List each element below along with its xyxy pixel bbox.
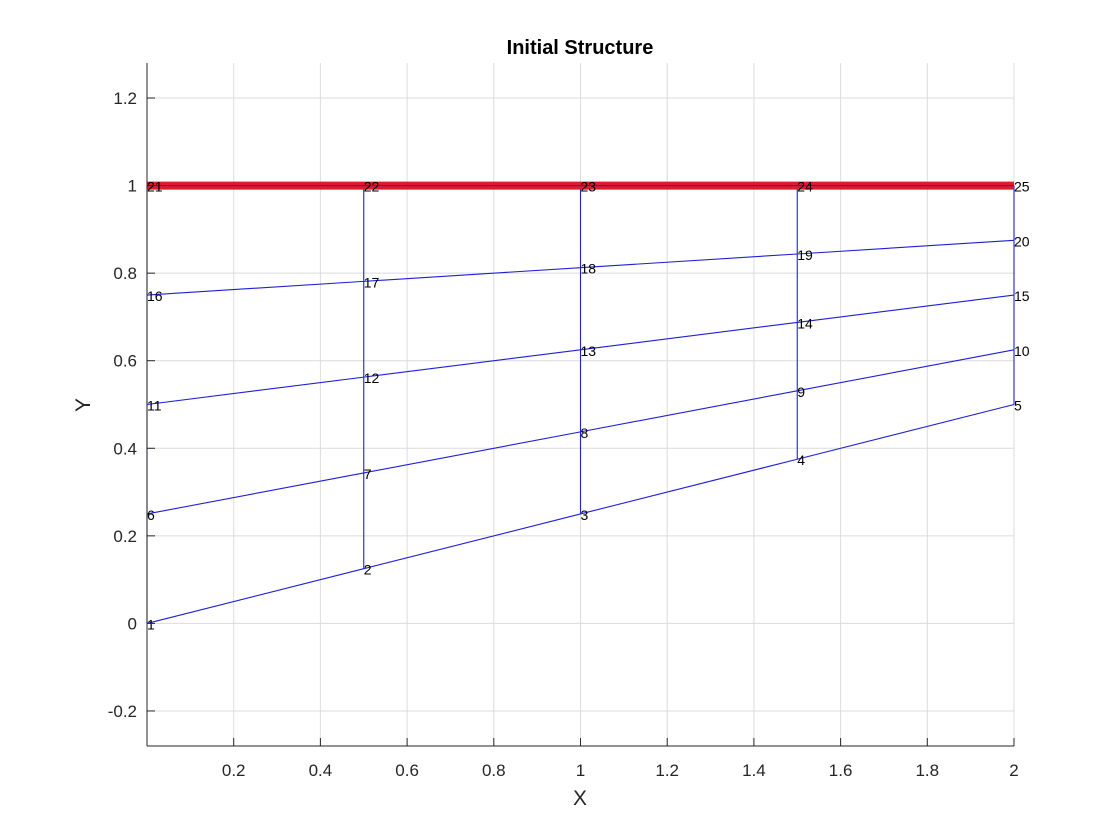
node-label: 25 [1014,179,1030,195]
node-label: 18 [581,261,597,277]
horizontal-element [146,280,364,296]
horizontal-element [580,458,798,515]
node-label: 9 [797,384,805,400]
x-tick-label: 1.6 [829,761,853,780]
node-label: 19 [797,247,813,263]
x-axis-label: X [573,787,587,810]
node-label: 17 [364,274,380,290]
x-tick-label: 1.4 [742,761,766,780]
node-label: 1 [147,616,155,632]
horizontal-element [797,239,1015,255]
y-tick-label: 0.8 [113,264,137,283]
chart-title: Initial Structure [507,37,654,59]
x-tick-label: 1.8 [915,761,939,780]
node-label: 13 [581,343,597,359]
node-label: 16 [147,288,163,304]
x-tick-label: 0.4 [309,761,333,780]
node-label: 4 [797,452,805,468]
horizontal-element [363,349,581,378]
horizontal-element [146,376,364,406]
x-tick-label: 0.6 [395,761,419,780]
x-tick-label: 1 [576,761,585,780]
horizontal-element [363,431,581,474]
axes [146,63,1015,747]
tick-labels: 0.2 0.4 0.6 0.8 1 1.2 1.4 1.6 1.8 2 -0.2 0 0.2 0.4 0.6… [108,89,1019,780]
y-tick-label: 1 [128,177,137,196]
horizontal-element [797,349,1015,392]
horizontal-element [797,294,1015,323]
horizontal-element [797,403,1015,460]
node-label: 14 [797,315,813,331]
horizontal-element [146,568,364,624]
node-label: 15 [1014,288,1030,304]
node-label: 2 [364,562,372,578]
node-label: 24 [797,179,813,195]
y-tick-label: 0 [128,614,137,633]
elements [146,185,1015,624]
horizontal-element [580,390,798,433]
horizontal-element [146,472,364,515]
y-tick-label: 0.6 [113,352,137,371]
node-label: 7 [364,466,372,482]
node-label: 6 [147,507,155,523]
y-tick-label: -0.2 [108,702,137,721]
node-label: 22 [364,179,380,195]
x-tick-label: 0.8 [482,761,506,780]
node-label: 8 [581,425,589,441]
horizontal-element [363,267,581,282]
node-label: 20 [1014,233,1030,249]
x-tick-label: 2 [1009,761,1018,780]
y-tick-label: 0.2 [113,527,137,546]
horizontal-element [580,321,798,351]
x-tick-label: 0.2 [222,761,246,780]
node-label: 3 [581,507,589,523]
y-tick-label: 0.4 [113,439,137,458]
node-label: 5 [1014,398,1022,414]
y-axis-label: Y [72,398,95,412]
x-tick-label: 1.2 [655,761,679,780]
horizontal-element [580,253,798,269]
node-label: 21 [147,179,163,195]
horizontal-element [363,513,581,570]
y-tick-label: 1.2 [113,89,137,108]
node-label: 10 [1014,343,1030,359]
node-label: 23 [581,179,597,195]
node-label: 12 [364,370,380,386]
node-label: 11 [147,398,162,414]
